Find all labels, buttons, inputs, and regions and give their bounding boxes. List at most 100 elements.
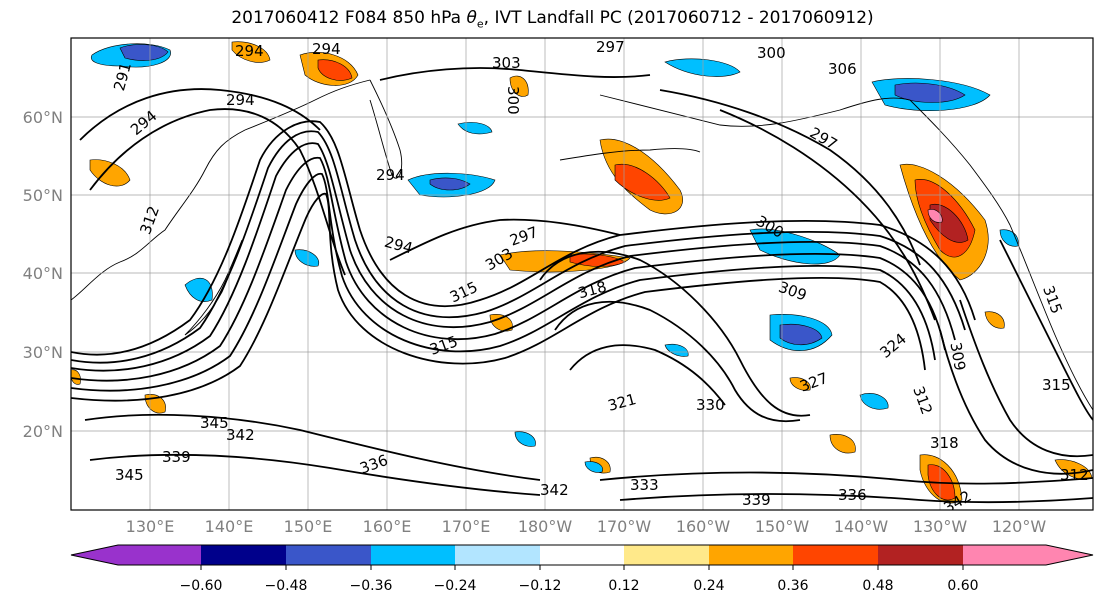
contour-line (959, 299, 1093, 458)
lat-label: 30°N (23, 343, 63, 362)
longitude-labels: 130°E 140°E 150°E 160°E 170°E 180°W 170°… (126, 517, 1047, 536)
orange-patch (489, 314, 513, 332)
colorbar-tick-label: 0.36 (777, 578, 808, 594)
colorbar-tick-label: −0.24 (434, 578, 477, 594)
contour-line (379, 67, 651, 81)
theta-e-contours (71, 67, 1093, 504)
contour-label: 294 (312, 40, 341, 58)
colorbar-extend-max (1046, 545, 1093, 565)
title-prefix: 2017060412 F084 850 hPa (231, 8, 467, 28)
graticule (71, 38, 1093, 510)
contour-line (71, 130, 966, 364)
colorbar-tick-label: −0.48 (265, 578, 308, 594)
contour-label: 333 (630, 476, 659, 494)
na-westcoast (909, 99, 1093, 411)
lon-label: 170°W (597, 517, 652, 536)
contour-line (554, 300, 801, 423)
colorbar-swatch (624, 545, 709, 565)
colorbar: −0.60 −0.48 −0.36 −0.24 −0.12 0.12 0.24 … (70, 544, 1094, 594)
darkblue-patch (429, 177, 471, 191)
colorbar-swatch (371, 545, 455, 565)
contour-label: 300 (504, 86, 522, 115)
orange-patch (509, 75, 529, 97)
lon-label: 170°E (442, 517, 491, 536)
contour-label: 294 (226, 91, 255, 109)
contour-line (79, 88, 321, 141)
lon-label: 160°W (676, 517, 731, 536)
lon-label: 150°E (284, 517, 333, 536)
blue-patch (584, 461, 603, 473)
shaded-anomalies (71, 41, 1093, 504)
blue-patch (859, 393, 889, 410)
colorbar-tick-label: −0.60 (180, 578, 223, 594)
darkblue-patch (119, 44, 169, 61)
blue-patch (457, 122, 493, 135)
contour-line (999, 239, 1093, 421)
map-frame (70, 37, 1094, 511)
lon-label: 130°E (126, 517, 175, 536)
contour-line (659, 89, 921, 266)
orange-patch (829, 434, 856, 454)
colorbar-tick-label: −0.12 (519, 578, 562, 594)
contour-label: 315 (1042, 376, 1071, 394)
orange-patch (984, 311, 1005, 329)
darkblue-patch (779, 323, 823, 346)
title-theta: θ (466, 8, 477, 28)
colorbar-tick-label: 0.24 (693, 578, 724, 594)
blue-patch (514, 431, 536, 447)
orange-patch (789, 377, 811, 391)
contour-line (719, 109, 936, 321)
title-subscript: e (476, 17, 484, 31)
lat-label: 40°N (23, 264, 63, 283)
kamchatka-coast (369, 79, 403, 179)
contour-line (71, 156, 946, 382)
colorbar-swatch (709, 545, 793, 565)
lon-label: 140°W (834, 517, 889, 536)
colorbar-tick-label: 0.48 (862, 578, 893, 594)
contour-label: 342 (540, 481, 569, 499)
red-patch (317, 59, 353, 81)
contour-label: 345 (115, 466, 144, 484)
colorbar-swatches (70, 544, 1094, 570)
contour-label: 342 (226, 426, 255, 444)
contour-line (89, 108, 346, 276)
contour-line (569, 344, 726, 406)
red-patch (569, 253, 626, 267)
latitude-labels: 60°N 50°N 40°N 30°N 20°N (23, 108, 63, 441)
contour-label: 294 (376, 166, 405, 184)
colorbar-swatch (540, 545, 624, 565)
colorbar-ticks: −0.60 −0.48 −0.36 −0.24 −0.12 0.12 0.24 … (180, 578, 979, 594)
colorbar-swatch (286, 545, 371, 565)
contour-line (89, 453, 541, 496)
blue-patch (664, 58, 741, 77)
contour-label: 303 (492, 54, 521, 72)
lat-label: 20°N (23, 422, 63, 441)
contour-line (71, 142, 956, 372)
contour-label: 330 (696, 396, 725, 414)
title-suffix: , IVT Landfall PC (2017060712 - 20170609… (483, 8, 874, 28)
contour-label: 339 (162, 448, 191, 466)
alaska-coast (599, 94, 911, 127)
blue-patch (294, 249, 320, 267)
contour-line (84, 413, 541, 481)
contour-line (939, 329, 1093, 475)
colorbar-swatch (963, 545, 1046, 565)
asia-coast (71, 79, 371, 301)
colorbar-tick-label: 0.60 (947, 578, 978, 594)
colorbar-swatch (118, 545, 201, 565)
orange-patch (89, 159, 131, 187)
lon-label: 150°W (755, 517, 810, 536)
colorbar-swatch (878, 545, 963, 565)
contour-line (599, 471, 1093, 485)
contour-label: 297 (596, 38, 625, 56)
pink-patch (927, 209, 943, 223)
contour-label: 309 (946, 341, 969, 372)
lon-label: 140°E (205, 517, 254, 536)
contour-line (71, 120, 976, 356)
contour-line (71, 192, 926, 402)
colorbar-tick-label: 0.12 (608, 578, 639, 594)
contour-label: 339 (742, 491, 771, 509)
lat-label: 50°N (23, 186, 63, 205)
lon-label: 180°W (518, 517, 573, 536)
